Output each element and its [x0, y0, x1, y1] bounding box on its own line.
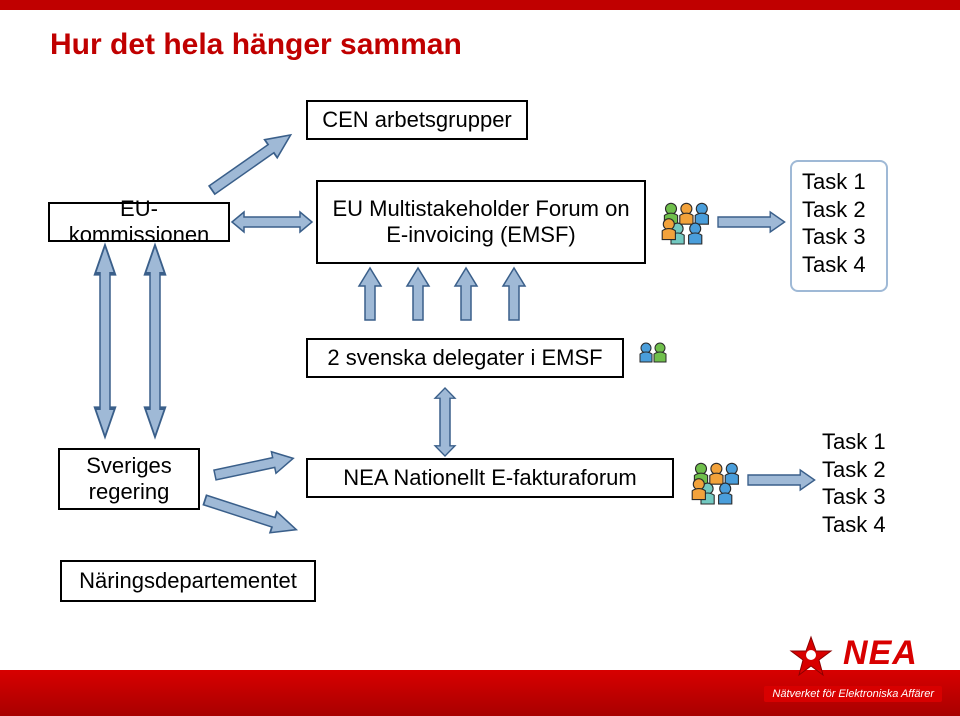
box-label: Sveriges regering	[64, 453, 194, 505]
task-item: Task 4	[822, 511, 886, 539]
box-label: CEN arbetsgrupper	[322, 107, 512, 133]
task-item: Task 2	[822, 456, 886, 484]
task-item: Task 2	[802, 196, 866, 224]
box-emsf: EU Multistakeholder Forum on E-invoicing…	[316, 180, 646, 264]
task-list-bottom: Task 1 Task 2 Task 3 Task 4	[822, 428, 886, 538]
top-accent-bar	[0, 0, 960, 10]
box-naringsdepartementet: Näringsdepartementet	[60, 560, 316, 602]
box-label: Näringsdepartementet	[79, 568, 297, 594]
box-label: 2 svenska delegater i EMSF	[327, 345, 602, 371]
logo-text: NEA	[843, 634, 918, 672]
task-item: Task 3	[822, 483, 886, 511]
box-delegates: 2 svenska delegater i EMSF	[306, 338, 624, 378]
task-item: Task 1	[822, 428, 886, 456]
box-cen-arbetsgrupper: CEN arbetsgrupper	[306, 100, 528, 140]
task-item: Task 3	[802, 223, 866, 251]
box-label: EU Multistakeholder Forum on E-invoicing…	[322, 196, 640, 248]
box-nea-forum: NEA Nationellt E-fakturaforum	[306, 458, 674, 498]
box-eu-kommissionen: EU-kommissionen	[48, 202, 230, 242]
task-list-top: Task 1 Task 2 Task 3 Task 4	[802, 168, 866, 278]
task-item: Task 4	[802, 251, 866, 279]
task-item: Task 1	[802, 168, 866, 196]
star-icon	[789, 635, 833, 684]
box-label: NEA Nationellt E-fakturaforum	[343, 465, 636, 491]
nea-logo: NEA Nätverket för Elektroniska Affärer	[764, 634, 942, 702]
box-sveriges-regering: Sveriges regering	[58, 448, 200, 510]
box-label: EU-kommissionen	[54, 196, 224, 248]
logo-subtitle: Nätverket för Elektroniska Affärer	[764, 686, 942, 702]
slide-title: Hur det hela hänger samman	[50, 28, 462, 62]
